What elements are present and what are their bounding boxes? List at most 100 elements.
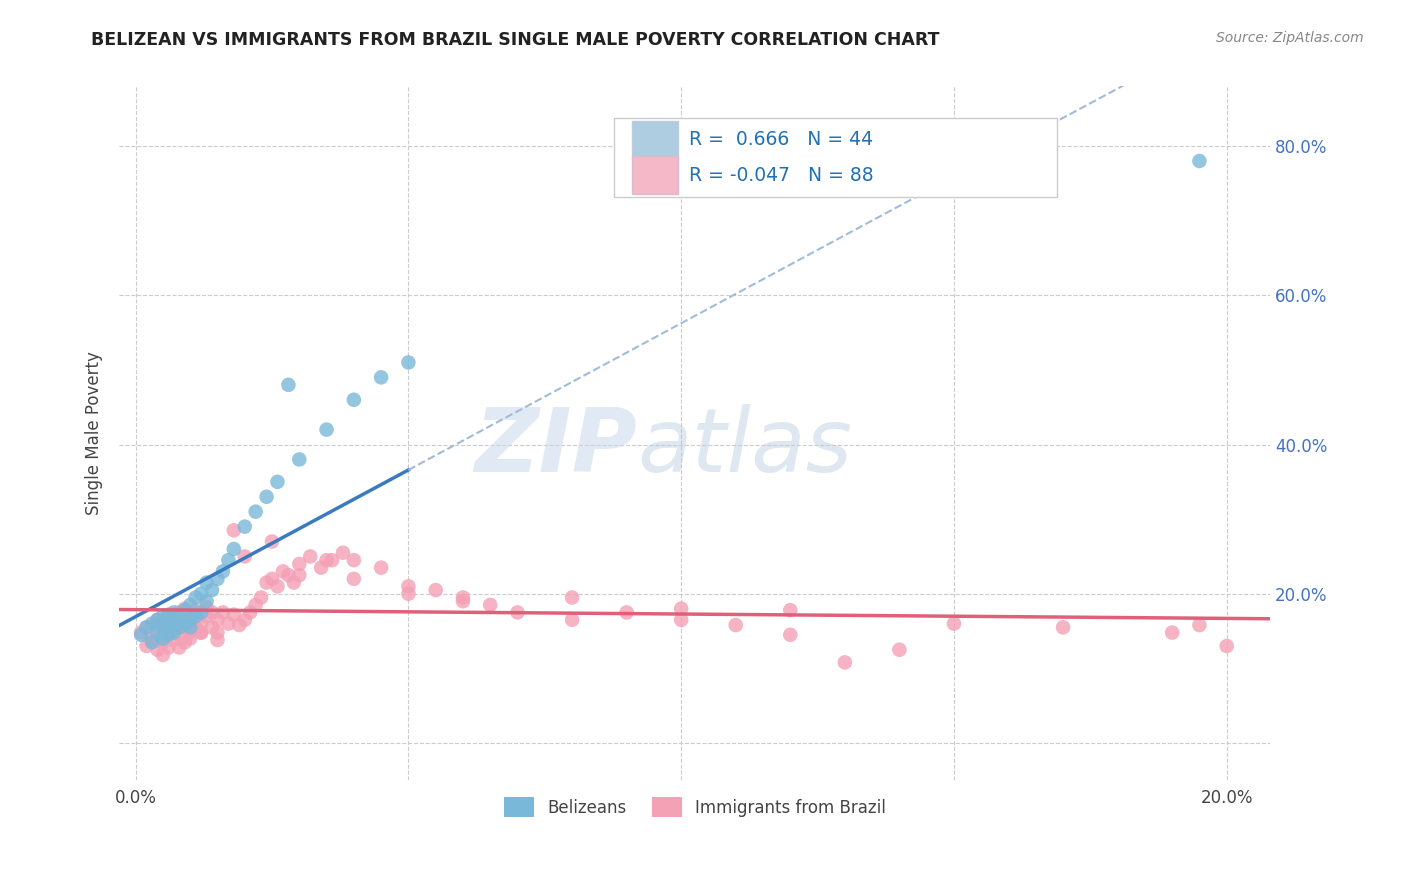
Point [256, 490, 278, 504]
Point [207, 633, 229, 648]
Point [184, 609, 207, 624]
Point [245, 505, 267, 519]
Point [207, 613, 229, 627]
Point [370, 560, 392, 574]
Point [479, 598, 502, 612]
Point [146, 618, 169, 632]
Point [163, 625, 186, 640]
Point [288, 557, 311, 571]
Point [179, 613, 201, 627]
Point [256, 575, 278, 590]
Point [173, 616, 195, 631]
Point [212, 565, 235, 579]
Point [190, 625, 212, 640]
Point [169, 640, 191, 655]
Point [146, 613, 169, 627]
Point [179, 598, 201, 612]
Point [163, 610, 186, 624]
Point [152, 635, 174, 649]
Point [195, 594, 218, 608]
Point [779, 603, 801, 617]
Point [396, 587, 419, 601]
Point [195, 600, 218, 615]
Point [266, 579, 288, 593]
Point [1052, 620, 1074, 634]
Point [343, 553, 366, 567]
Point [277, 568, 299, 582]
Point [169, 620, 191, 634]
Point [239, 606, 262, 620]
Point [163, 633, 186, 648]
Point [146, 625, 169, 640]
Point [1188, 618, 1211, 632]
Point [169, 610, 191, 624]
Text: ZIP: ZIP [474, 404, 637, 491]
Point [228, 618, 250, 632]
Point [157, 618, 180, 632]
Text: atlas: atlas [637, 404, 852, 491]
Point [163, 620, 186, 634]
Point [942, 616, 965, 631]
Point [561, 613, 583, 627]
Point [129, 625, 152, 640]
Point [233, 549, 256, 564]
Point [222, 524, 245, 538]
Point [173, 603, 195, 617]
Point [201, 620, 224, 634]
Point [163, 615, 186, 629]
Point [157, 628, 180, 642]
Point [179, 625, 201, 640]
Point [201, 606, 224, 620]
Point [169, 606, 191, 620]
Text: R =  0.666   N = 44: R = 0.666 N = 44 [689, 130, 873, 150]
Point [779, 628, 801, 642]
Point [616, 606, 638, 620]
Y-axis label: Single Male Poverty: Single Male Poverty [86, 351, 103, 516]
Point [451, 594, 474, 608]
Point [207, 625, 229, 640]
Point [277, 377, 299, 392]
Point [157, 640, 180, 655]
Point [152, 632, 174, 646]
Point [669, 601, 692, 615]
Text: R = -0.047   N = 88: R = -0.047 N = 88 [689, 166, 873, 185]
Point [212, 606, 235, 620]
Point [157, 607, 180, 622]
Point [152, 609, 174, 624]
Point [309, 560, 332, 574]
Point [343, 392, 366, 407]
Point [173, 601, 195, 615]
Point [233, 519, 256, 533]
Point [207, 572, 229, 586]
Point [152, 628, 174, 642]
Point [146, 642, 169, 657]
Legend: Belizeans, Immigrants from Brazil: Belizeans, Immigrants from Brazil [498, 790, 893, 824]
Text: Source: ZipAtlas.com: Source: ZipAtlas.com [1216, 31, 1364, 45]
Point [152, 620, 174, 634]
Point [141, 635, 163, 649]
Point [321, 553, 343, 567]
Point [283, 575, 305, 590]
Point [266, 475, 288, 489]
Point [157, 609, 180, 624]
Point [669, 613, 692, 627]
Point [195, 609, 218, 624]
Point [217, 616, 239, 631]
Point [271, 565, 294, 579]
Point [889, 642, 911, 657]
Point [233, 613, 256, 627]
Point [260, 572, 283, 586]
Point [184, 591, 207, 605]
Point [141, 630, 163, 644]
Point [163, 606, 186, 620]
Bar [631, 120, 678, 159]
Point [135, 620, 157, 634]
Point [370, 370, 392, 384]
Point [146, 613, 169, 627]
Point [217, 553, 239, 567]
Point [222, 607, 245, 622]
Point [288, 568, 311, 582]
Point [451, 591, 474, 605]
Bar [631, 156, 678, 194]
Point [173, 620, 195, 634]
